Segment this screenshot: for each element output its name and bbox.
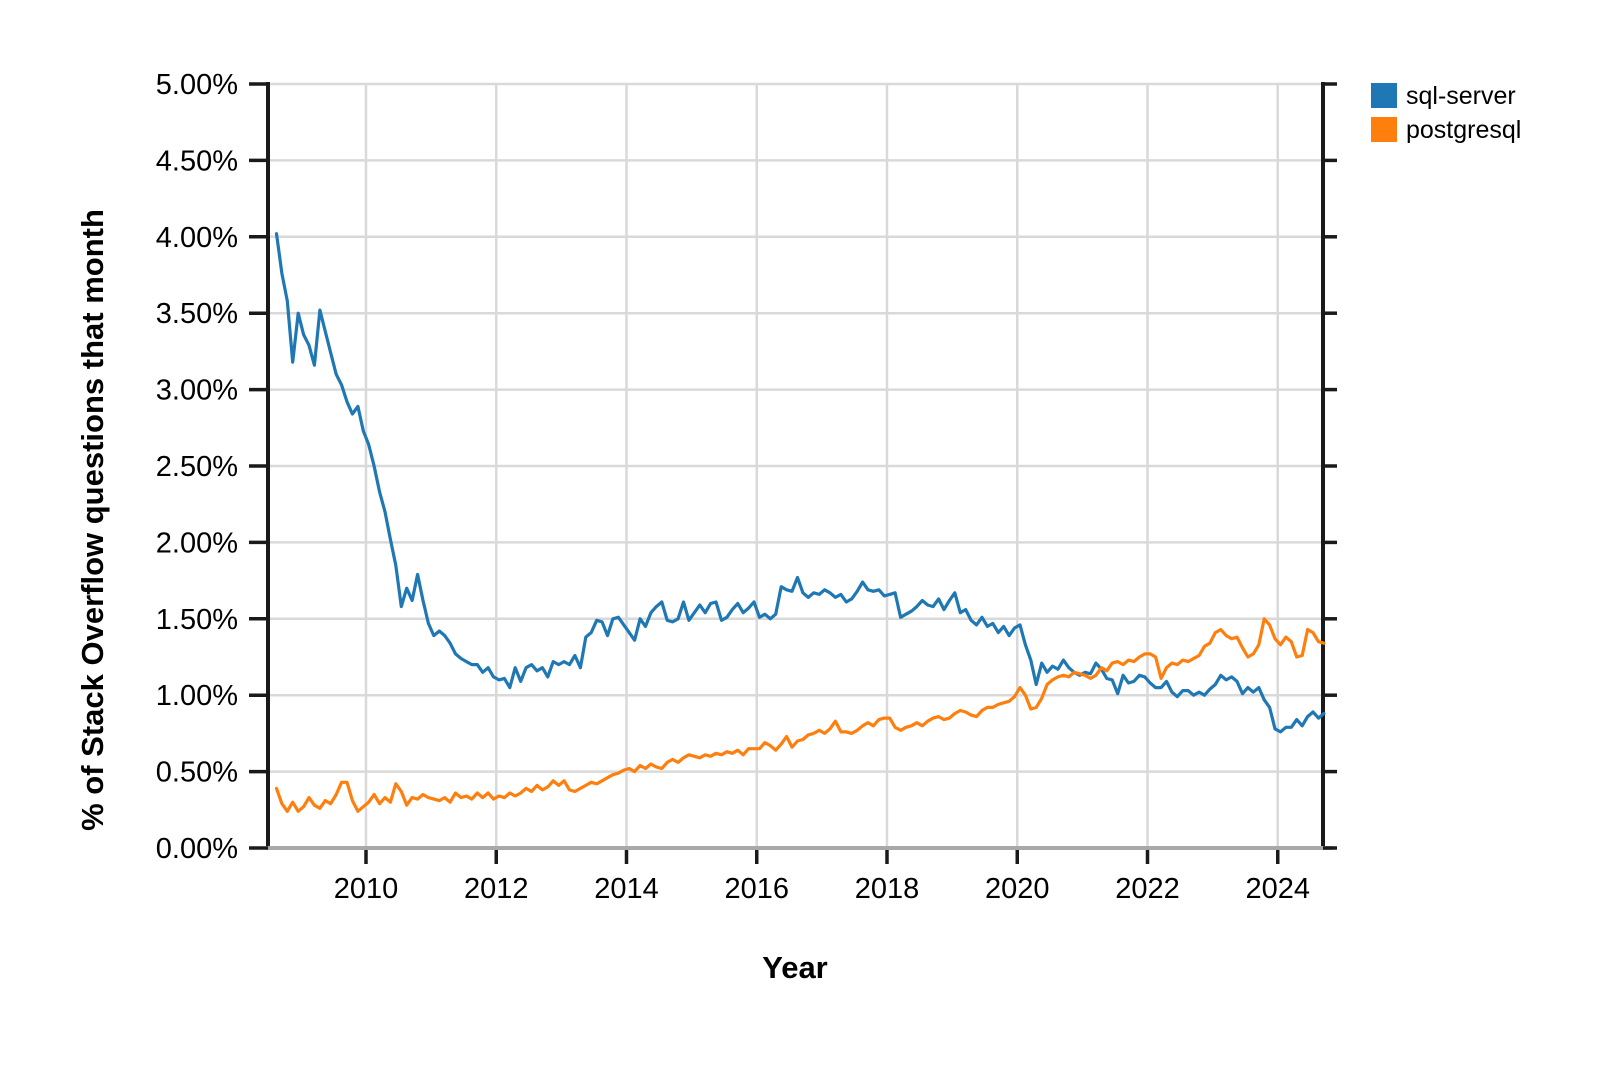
x-axis-title: Year [762,950,828,985]
y-tick-label: 3.00% [156,375,238,407]
y-tick-label: 3.50% [156,298,238,330]
x-tick-label: 2018 [855,873,920,905]
x-tick-label: 2022 [1115,873,1180,905]
x-tick-label: 2020 [985,873,1050,905]
x-tick-label: 2014 [594,873,659,905]
legend: sql-server postgresql [1371,82,1521,144]
x-tick-label: 2010 [334,873,399,905]
x-tick-label: 2016 [724,873,789,905]
sql-server-line [274,232,1326,734]
y-tick-labels: 0.00% 0.50% 1.00% 1.50% 2.00% 2.50% 3.00% 3.50%… [156,69,238,865]
y-tick-label: 0.00% [156,833,238,865]
y-tick-label: 1.00% [156,680,238,712]
legend-label-postgresql: postgresql [1406,116,1521,144]
y-tick-label: 4.50% [156,145,238,177]
y-tick-label: 2.50% [156,451,238,483]
x-tick-label: 2024 [1245,873,1310,905]
axis-ticks [249,82,1337,864]
y-tick-label: 1.50% [156,604,238,636]
y-tick-label: 4.00% [156,222,238,254]
postgresql-line [274,617,1326,813]
y-axis-title: % of Stack Overflow questions that month [75,209,110,831]
x-tick-labels: 2010 2012 2014 2016 2018 2020 2022 2024 [334,873,1310,905]
legend-label-sql-server: sql-server [1406,82,1516,110]
legend-swatch-sql-server [1371,83,1397,108]
y-tick-label: 5.00% [156,69,238,101]
legend-swatch-postgresql [1371,117,1397,142]
gridlines [268,82,1323,850]
y-tick-label: 2.00% [156,527,238,559]
data-lines [274,232,1326,813]
x-tick-label: 2012 [464,873,529,905]
y-tick-label: 0.50% [156,757,238,789]
